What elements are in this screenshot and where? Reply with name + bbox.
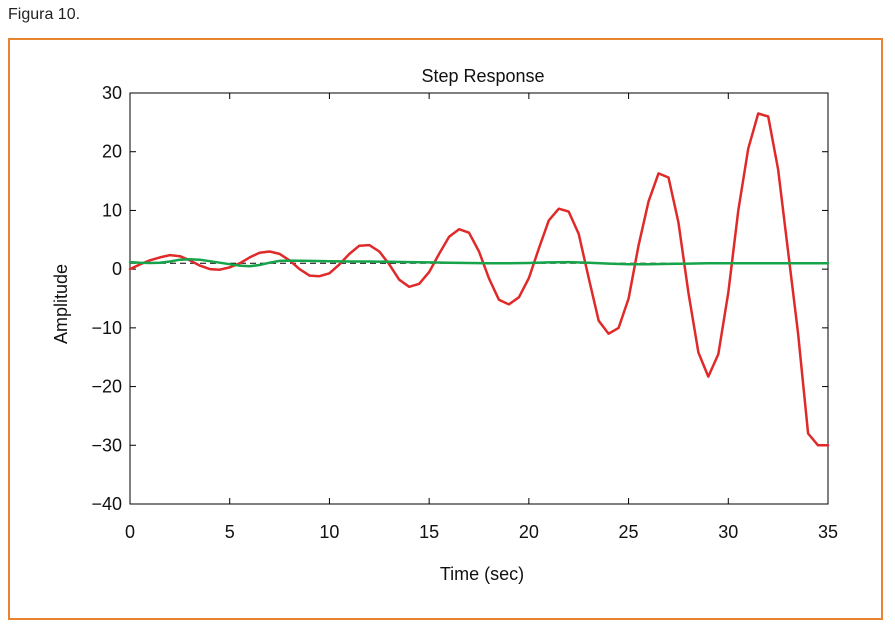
x-tick-label: 10	[319, 522, 339, 542]
x-tick-label: 35	[818, 522, 838, 542]
y-tick-label: −40	[91, 494, 122, 514]
chart-title: Step Response	[421, 66, 544, 86]
y-tick-label: −30	[91, 435, 122, 455]
y-tick-label: 10	[102, 200, 122, 220]
y-axis-label: Amplitude	[51, 264, 71, 344]
y-tick-label: 0	[112, 259, 122, 279]
x-tick-label: 0	[125, 522, 135, 542]
x-axis: 0 5 10 15 20 25 30 35	[125, 93, 838, 542]
plot-area-border	[129, 92, 829, 505]
series-line-unstable	[128, 112, 830, 447]
y-tick-label: 20	[102, 142, 122, 162]
figure-frame	[8, 38, 883, 620]
x-tick-label: 25	[619, 522, 639, 542]
x-tick-label: 5	[225, 522, 235, 542]
x-axis-label: Time (sec)	[440, 564, 524, 584]
figure-caption: Figura 10.	[8, 6, 81, 23]
x-tick-label: 15	[419, 522, 439, 542]
x-tick-label: 30	[718, 522, 738, 542]
y-tick-label: −10	[91, 318, 122, 338]
series-line-stable	[128, 257, 830, 268]
x-tick-label: 20	[519, 522, 539, 542]
series-group	[128, 112, 830, 447]
y-tick-label: −20	[91, 377, 122, 397]
y-tick-label: 30	[102, 83, 122, 103]
y-axis: 30 20 10 0 −10 −20 −30 −40	[91, 83, 828, 514]
